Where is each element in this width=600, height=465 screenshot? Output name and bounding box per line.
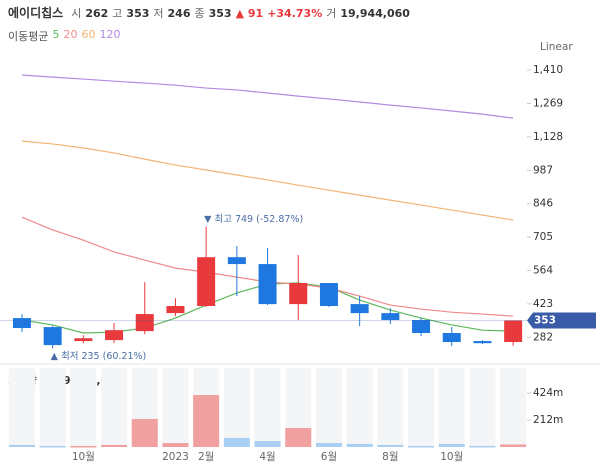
quote-value: 246 xyxy=(167,7,191,20)
last-price-label: 353 xyxy=(534,314,556,326)
ma-period: 60 xyxy=(81,28,96,41)
volume-bar xyxy=(438,443,465,447)
candle-body xyxy=(473,341,492,344)
volume-slot xyxy=(101,368,128,447)
volume-value: 19,944,060 xyxy=(340,7,410,20)
volume-bar xyxy=(223,437,250,447)
y-tick-label: 423 xyxy=(533,298,553,310)
volume-bar xyxy=(131,418,158,447)
x-tick-label: 10월 xyxy=(72,451,95,463)
candle-body xyxy=(12,318,31,329)
ma-legend: 이동평균 5 20 60 120 xyxy=(8,28,120,44)
candle-body xyxy=(166,306,185,314)
candle-body xyxy=(412,319,431,334)
y-tick-label: 1,269 xyxy=(533,97,563,109)
volume-slot xyxy=(8,368,35,447)
candle-body xyxy=(74,338,93,342)
y-tick-label: 282 xyxy=(533,331,553,343)
volume-slot xyxy=(162,368,189,447)
ma-line xyxy=(21,140,514,221)
candle-body xyxy=(442,333,461,343)
volume-bar xyxy=(39,445,66,448)
candle-body xyxy=(350,304,369,314)
y-tick-label: 212m xyxy=(533,414,563,426)
volume-slot xyxy=(70,368,97,447)
candle-body xyxy=(197,257,216,307)
stock-name: 에이디칩스 xyxy=(8,6,64,20)
change-pct: +34.73% xyxy=(267,7,323,20)
header: 에이디칩스 시 262 고 353 저 246 종 353 ▲ 91 +34.73% 거 19,944… xyxy=(8,4,410,21)
volume-label: 거 xyxy=(326,7,337,20)
y-tick-label: 424m xyxy=(533,387,563,399)
volume-slot xyxy=(254,368,281,447)
x-tick-label: 8월 xyxy=(382,451,398,463)
volume-bar xyxy=(285,428,312,447)
x-tick-label: 2월 xyxy=(198,451,214,463)
x-tick-label: 2023 xyxy=(162,451,189,463)
volume-slot xyxy=(346,368,373,447)
volume-bar xyxy=(408,445,435,448)
candle-body xyxy=(289,283,308,305)
y-tick-label: 846 xyxy=(533,198,553,210)
candle-body xyxy=(135,314,154,332)
volume-bar xyxy=(346,443,373,447)
quote-value: 353 xyxy=(208,7,232,20)
quote-label: 종 xyxy=(194,7,205,20)
quote-value: 353 xyxy=(126,7,150,20)
y-tick-label: 705 xyxy=(533,231,553,243)
volume-slot xyxy=(469,368,496,447)
ma-label: 이동평균 xyxy=(8,30,49,43)
volume-slot xyxy=(39,368,66,447)
scale-label: Linear xyxy=(540,41,573,53)
change: ▲ 91 xyxy=(235,7,264,20)
y-tick-label: 564 xyxy=(533,264,553,276)
volume-slot xyxy=(500,368,527,447)
candle-body xyxy=(227,257,246,265)
volume-slot xyxy=(408,368,435,447)
low-annotation: ▲ 최저 235 (60.21%) xyxy=(51,351,147,362)
x-tick-label: 4월 xyxy=(259,451,275,463)
volume-bar xyxy=(377,444,404,447)
y-tick-label: 1,128 xyxy=(533,131,563,143)
high-annotation: ▼ 최고 749 (-52.87%) xyxy=(204,214,303,225)
x-tick-label: 6월 xyxy=(321,451,337,463)
volume-bar xyxy=(469,445,496,448)
candle-body xyxy=(43,327,62,346)
candle-body xyxy=(319,283,338,307)
volume-bar xyxy=(193,395,220,447)
quote-value: 262 xyxy=(85,7,109,20)
volume-slot xyxy=(223,368,250,447)
volume-bar xyxy=(70,445,97,448)
quote-label: 고 xyxy=(112,7,123,20)
volume-bar xyxy=(315,443,342,447)
candle-body xyxy=(258,264,277,305)
candle-body xyxy=(504,320,523,343)
volume-bar xyxy=(254,441,281,447)
volume-bar xyxy=(500,444,527,447)
y-tick-label: 987 xyxy=(533,164,553,176)
candle-body xyxy=(105,330,124,341)
ma-line xyxy=(21,74,514,119)
y-tick-label: 1,410 xyxy=(533,64,563,76)
quote-label: 저 xyxy=(153,7,164,20)
last-price-tag xyxy=(527,312,596,329)
candle-body xyxy=(381,313,400,320)
volume-bar xyxy=(8,444,35,447)
volume-slot xyxy=(377,368,404,447)
ma-period: 120 xyxy=(99,28,121,41)
volume-slot xyxy=(438,368,465,447)
ma-period: 5 xyxy=(52,28,60,41)
volume-bar xyxy=(101,444,128,447)
x-tick-label: 10월 xyxy=(440,451,463,463)
quote-label: 시 xyxy=(71,7,82,20)
volume-slot xyxy=(315,368,342,447)
volume-bar xyxy=(162,443,189,447)
ma-period: 20 xyxy=(63,28,78,41)
